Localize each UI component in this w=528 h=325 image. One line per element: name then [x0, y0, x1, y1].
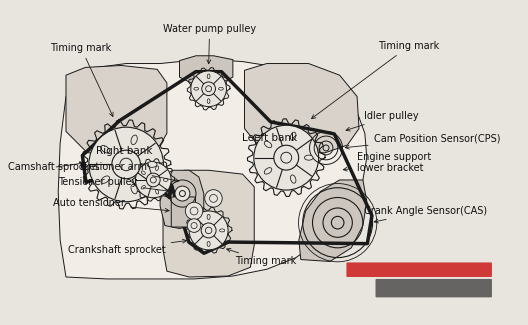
Polygon shape — [180, 56, 233, 83]
Circle shape — [175, 186, 190, 201]
Ellipse shape — [220, 229, 225, 232]
Text: Crankshaft sprocket: Crankshaft sprocket — [68, 239, 186, 255]
Text: Timing mark: Timing mark — [51, 43, 113, 116]
Circle shape — [205, 190, 222, 207]
Ellipse shape — [101, 176, 109, 183]
Text: Timing mark: Timing mark — [227, 248, 296, 266]
Ellipse shape — [193, 229, 197, 232]
Ellipse shape — [207, 74, 210, 79]
Ellipse shape — [207, 214, 210, 219]
Ellipse shape — [290, 175, 296, 183]
Ellipse shape — [207, 241, 210, 246]
Circle shape — [185, 202, 203, 220]
Circle shape — [120, 158, 133, 171]
Ellipse shape — [207, 99, 210, 103]
Ellipse shape — [265, 168, 272, 174]
Circle shape — [274, 145, 299, 170]
Ellipse shape — [194, 87, 199, 90]
Circle shape — [202, 82, 215, 96]
Circle shape — [189, 211, 228, 250]
Text: Crank Angle Sensor(CAS): Crank Angle Sensor(CAS) — [364, 206, 487, 223]
Polygon shape — [299, 180, 367, 262]
Circle shape — [146, 173, 160, 187]
Ellipse shape — [131, 184, 137, 194]
Circle shape — [89, 127, 164, 202]
FancyBboxPatch shape — [375, 279, 492, 297]
Ellipse shape — [141, 186, 145, 189]
Ellipse shape — [147, 162, 157, 167]
Text: Leeft bank: Leeft bank — [242, 133, 297, 143]
Circle shape — [136, 162, 171, 198]
Text: Engine support
lower bracket: Engine support lower bracket — [343, 152, 431, 173]
Text: Auto tensioner: Auto tensioner — [53, 198, 169, 212]
Circle shape — [201, 223, 216, 238]
Circle shape — [205, 227, 212, 234]
Polygon shape — [160, 170, 204, 228]
Circle shape — [150, 177, 156, 183]
Ellipse shape — [101, 146, 109, 153]
Polygon shape — [244, 63, 359, 153]
Ellipse shape — [163, 178, 168, 181]
Text: Camshaft sprocket: Camshaft sprocket — [8, 162, 99, 172]
Circle shape — [191, 71, 227, 107]
Text: Right bank: Right bank — [96, 146, 153, 156]
Circle shape — [205, 86, 212, 92]
Text: Timing mark: Timing mark — [312, 41, 440, 119]
Text: Tensioner pulley: Tensioner pulley — [58, 177, 169, 192]
Ellipse shape — [131, 135, 137, 145]
Ellipse shape — [305, 155, 313, 160]
Polygon shape — [66, 65, 167, 153]
Text: Idler pulley: Idler pulley — [346, 111, 419, 131]
Circle shape — [112, 150, 140, 179]
Text: Tensioner arm: Tensioner arm — [78, 162, 179, 182]
Ellipse shape — [141, 171, 145, 175]
Circle shape — [187, 219, 201, 232]
Ellipse shape — [290, 132, 296, 140]
FancyBboxPatch shape — [171, 197, 195, 227]
Polygon shape — [163, 170, 254, 277]
Text: Water pump pulley: Water pump pulley — [163, 24, 256, 64]
Ellipse shape — [265, 141, 272, 148]
Ellipse shape — [156, 166, 158, 171]
Polygon shape — [58, 60, 367, 279]
Ellipse shape — [219, 87, 223, 90]
Circle shape — [281, 152, 291, 163]
Circle shape — [254, 125, 319, 190]
Text: Cam Position Sensor(CPS): Cam Position Sensor(CPS) — [345, 133, 500, 149]
FancyBboxPatch shape — [346, 263, 492, 277]
Circle shape — [180, 190, 185, 197]
Ellipse shape — [156, 189, 158, 194]
